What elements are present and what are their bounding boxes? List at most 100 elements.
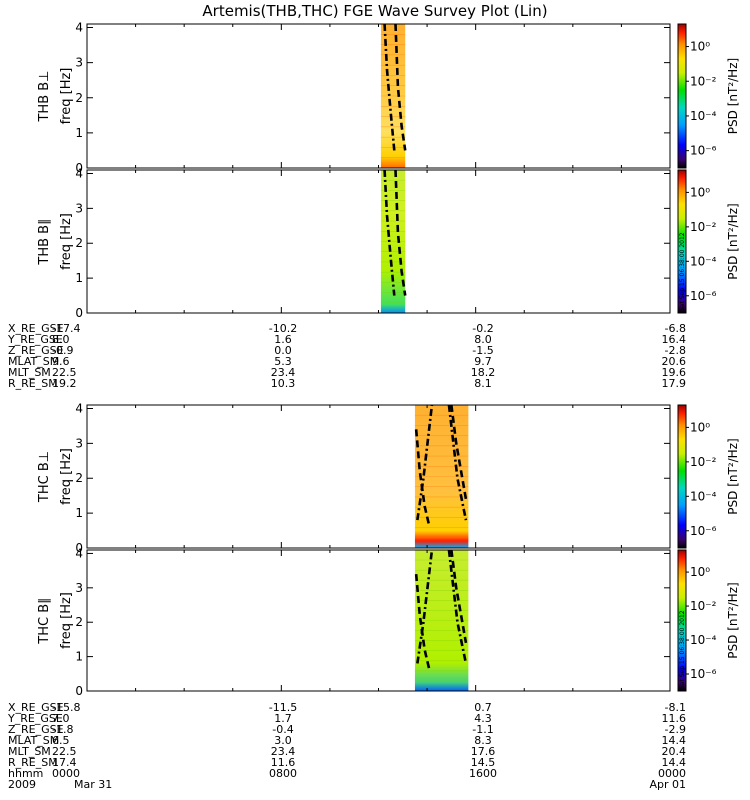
frequency-curve [450,404,468,500]
plot-title: Artemis(THB,THC) FGE Wave Survey Plot (L… [202,2,547,20]
colorbar-tick-label: 10⁻⁶ [690,667,717,681]
ephemeris-value: 7.0 [52,712,70,725]
ephemeris-label: X_RE_GSE [8,322,64,335]
y-tick-label: 2 [75,615,83,629]
ephemeris-value: -8.1 [665,701,686,714]
frequency-curve [416,549,434,664]
y-tick-label: 3 [75,56,83,70]
hhmm-tick-label: 1600 [469,767,497,780]
y-tick-label: 2 [75,471,83,485]
ephemeris-value: 4.3 [474,712,492,725]
y-tick-label: 3 [75,201,83,215]
ephemeris-value: 16.4 [662,333,687,346]
ephemeris-value: 23.4 [271,745,296,758]
ephemeris-value: -15.8 [52,701,80,714]
ephemeris-value: 17.4 [52,756,77,769]
hhmm-tick-label: 0800 [269,767,297,780]
colorbar-tick-label: 10⁻² [690,220,717,234]
ephemeris-value: 3.0 [274,734,292,747]
frequency-curve [416,404,434,521]
ephemeris-label: Y_RE_GSE [7,333,63,346]
colorbar-tick-label: 10⁻⁴ [690,489,717,503]
ephemeris-value: 0.7 [474,701,492,714]
ephemeris-label: Z_RE_GSE [8,723,64,736]
ephemeris-value: 20.6 [662,355,687,368]
colorbar-tick-label: 10⁻⁶ [690,144,717,158]
spectrogram-data [414,550,469,691]
colorbar [677,404,687,549]
panel-ylabel2: freq [Hz] [59,68,74,125]
spectrogram-data [380,170,406,313]
colorbar-label: PSD [nT²/Hz] [726,58,740,134]
colorbar-label: PSD [nT²/Hz] [726,438,740,514]
frequency-curve [383,169,396,296]
colorbar-label: PSD [nT²/Hz] [726,203,740,279]
spectrogram-panel: 0 1 2 3 4 THB B∥ freq [Hz] 10⁰ 10⁻² 10⁻⁴ 10⁻⁶ PSD [… [37,166,740,320]
panel-frame [86,549,671,692]
ephemeris-value: 17.6 [471,745,496,758]
ephemeris-value: -11.5 [269,701,297,714]
colorbar-tick-label: 10⁰ [690,565,710,579]
colorbar [677,169,687,314]
ephemeris-value: 1.7 [274,712,292,725]
y-tick-label: 4 [75,21,83,35]
ephemeris-value: -0.4 [272,723,293,736]
y-tick-label: 2 [75,91,83,105]
ephemeris-label: MLT_SM [8,366,51,379]
ephemeris-value: 11.6 [662,712,687,725]
spectrogram-panel: 0 1 2 3 4 THC B∥ freq [Hz] 10⁰ 10⁻² 10⁻⁴ 10⁻⁶ PSD [… [37,546,740,698]
ephemeris-value: -1.5 [472,344,493,357]
ephemeris-value: 14.4 [662,756,687,769]
frequency-curve [447,404,468,521]
colorbar-tick-label: 10⁻⁶ [690,289,717,303]
panel-frame [86,169,671,314]
colorbar-label: PSD [nT²/Hz] [726,582,740,658]
colorbar-tick-label: 10⁻⁶ [690,524,717,538]
ephemeris-value: 22.5 [52,366,77,379]
ephemeris-value: 17.9 [662,377,687,390]
ephemeris-value: 14.5 [471,756,496,769]
frequency-curve [450,549,468,644]
y-tick-label: 4 [75,401,83,415]
ephemeris-value: -2.8 [665,344,686,357]
colorbar-tick-label: 10⁰ [690,40,710,54]
panel-frame [86,404,671,549]
frequency-curve [383,23,396,151]
hhmm-tick-label: 0000 [658,767,686,780]
year-label: 2009 [8,778,36,791]
colorbar-tick-label: 10⁰ [690,420,710,434]
panel-ylabel: THB B⊥ [37,70,52,122]
panel-ylabel2: freq [Hz] [59,448,74,505]
hhmm-tick-label: 0000 [52,767,80,780]
panel-ylabel2: freq [Hz] [59,592,74,649]
y-tick-label: 1 [75,506,83,520]
ephemeris-value: 8.0 [52,333,70,346]
ephemeris-label: Y_RE_GSE [7,712,63,725]
y-tick-label: 4 [75,546,83,560]
ephemeris-value: 11.6 [271,756,296,769]
ephemeris-value: 20.4 [662,745,687,758]
colorbar-tick-label: 10⁻² [690,74,717,88]
timestamp: Sat Sep 15 06:38:00 2012 [679,232,686,311]
y-tick-label: 2 [75,236,83,250]
panel-ylabel: THC B⊥ [37,451,52,503]
panel-ylabel: THC B∥ [37,597,52,644]
ephemeris-label: MLAT_SM [8,734,59,747]
ephemeris-value: -17.4 [52,322,80,335]
colorbar [677,23,687,169]
ephemeris-value: 9.7 [474,355,492,368]
panel-frame [86,23,671,169]
start-date-label: Mar 31 [74,778,112,791]
ephemeris-label: MLT_SM [8,745,51,758]
panel-ylabel2: freq [Hz] [59,213,74,270]
ephemeris-value: -0.2 [472,322,493,335]
panel-ylabel: THB B∥ [37,218,52,265]
ephemeris-value: 10.3 [271,377,296,390]
y-tick-label: 0 [75,541,83,555]
spectrogram-panels: 0 1 2 3 4 THB B⊥ freq [Hz] 10⁰ 10⁻² 10⁻⁴ 10⁻⁶ PSD [… [37,21,740,698]
y-tick-label: 3 [75,436,83,450]
frequency-curve [414,573,431,671]
spectrogram-data [414,405,469,548]
